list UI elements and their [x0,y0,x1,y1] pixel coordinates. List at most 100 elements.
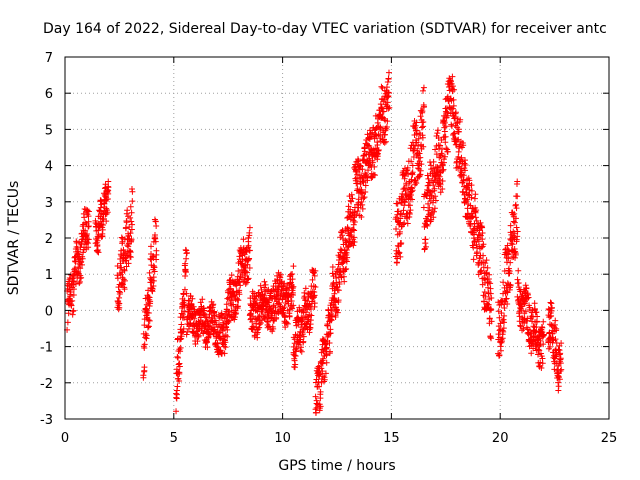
data-point [524,295,531,302]
data-point [316,371,323,378]
data-point [463,197,470,204]
data-point [420,143,427,150]
data-point [511,219,518,226]
data-point [437,142,444,149]
data-point [246,264,253,271]
data-point [77,265,84,272]
data-point [235,267,242,274]
data-point [502,296,509,303]
data-point [482,293,489,300]
data-point [430,158,437,165]
data-point [242,280,249,287]
data-point [347,216,354,223]
data-point [519,327,526,334]
data-point [553,352,560,359]
data-point [506,248,513,255]
data-point [345,203,352,210]
data-point [488,318,495,325]
data-point [291,352,298,359]
data-point [123,219,130,226]
data-point [66,296,73,303]
data-point [539,360,546,367]
data-point [286,313,293,320]
data-point [422,236,429,243]
x-axis-title: GPS time / hours [278,458,395,474]
data-point [360,195,367,202]
data-point [143,306,150,313]
data-point [385,93,392,100]
data-point [372,172,379,179]
data-point [486,307,493,314]
data-point [479,236,486,243]
data-point [385,105,392,112]
data-point [213,343,220,350]
data-point [256,312,263,319]
data-point [364,131,371,138]
data-point [371,163,378,170]
data-point [369,159,376,166]
data-point [125,243,132,250]
data-point [174,383,181,390]
data-point [481,289,488,296]
data-point [411,145,418,152]
data-point [558,366,565,373]
data-point [281,280,288,287]
data-point [176,336,183,343]
data-point [152,235,159,242]
data-point [281,304,288,311]
data-point [477,219,484,226]
data-point [104,195,111,202]
data-point [485,279,492,286]
data-point [290,292,297,299]
data-point [150,277,157,284]
data-point [415,149,422,156]
data-point [508,240,515,247]
data-point [301,293,308,300]
data-point [141,322,148,329]
data-point [313,409,320,416]
data-point [232,314,239,321]
data-point [501,319,508,326]
data-point [72,265,79,272]
data-point [323,344,330,351]
data-point [227,300,234,307]
data-point [323,359,330,366]
data-point [556,376,563,383]
data-point [441,119,448,126]
data-point [322,370,329,377]
data-point [524,291,531,298]
data-point [128,236,135,243]
data-point [177,344,184,351]
data-point [277,274,284,281]
data-point [321,376,328,383]
data-point [354,208,361,215]
data-point [397,253,404,260]
data-point [180,328,187,335]
data-point [500,328,507,335]
data-point [146,317,153,324]
data-point [335,287,342,294]
data-point [440,166,447,173]
data-point [408,176,415,183]
data-point [407,207,414,214]
data-point [289,305,296,312]
data-point [476,227,483,234]
data-point [513,205,520,212]
data-point [78,274,85,281]
data-point [237,282,244,289]
data-point [547,299,554,306]
data-point [291,357,298,364]
data-point [425,200,432,207]
data-point [329,264,336,271]
data-point [270,325,277,332]
data-point [465,191,472,198]
data-point [114,275,121,282]
data-point [424,222,431,229]
data-point [378,83,385,90]
data-point [350,214,357,221]
data-point [320,355,327,362]
data-point [116,304,123,311]
data-point [246,224,253,231]
data-point [244,261,251,268]
